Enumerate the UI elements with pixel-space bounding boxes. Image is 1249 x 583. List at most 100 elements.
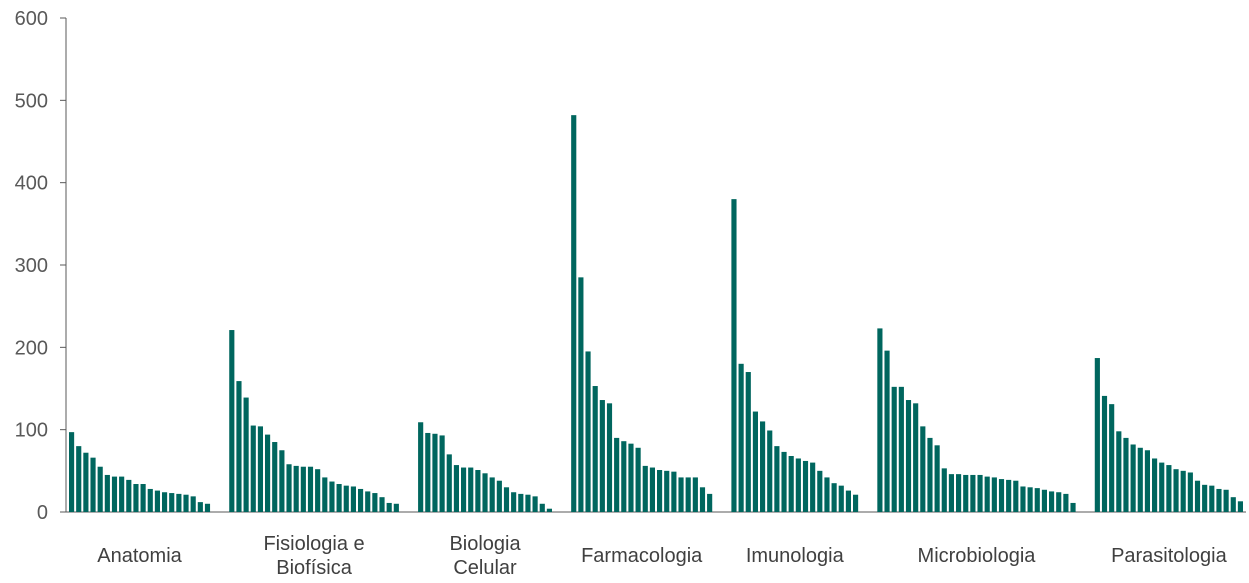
bar xyxy=(1063,493,1069,512)
bar xyxy=(546,508,552,512)
y-tick-label: 500 xyxy=(15,90,48,112)
bar xyxy=(190,496,196,512)
bar xyxy=(1006,479,1012,512)
category-label: Biologia Celular xyxy=(449,533,521,579)
bar xyxy=(300,466,306,512)
bar xyxy=(877,328,883,512)
bar xyxy=(518,493,524,512)
bar xyxy=(1166,465,1172,512)
bar xyxy=(169,493,175,512)
bar xyxy=(767,430,773,512)
bar xyxy=(614,437,620,512)
bar xyxy=(1070,502,1076,512)
bar xyxy=(379,497,385,512)
bar xyxy=(97,466,103,512)
bar xyxy=(265,434,271,512)
bar xyxy=(236,381,242,512)
y-tick-label: 300 xyxy=(15,255,48,277)
bar xyxy=(1020,486,1026,512)
bar xyxy=(802,460,809,512)
category-label: Fisiologia e Biofísica xyxy=(263,533,364,579)
bar xyxy=(853,494,859,512)
bar xyxy=(642,465,648,512)
bar xyxy=(991,477,997,512)
bar xyxy=(1173,469,1179,512)
bar xyxy=(336,484,342,512)
bar xyxy=(475,470,481,512)
bar xyxy=(884,350,890,512)
bar xyxy=(111,476,118,512)
bar xyxy=(532,496,538,512)
bar xyxy=(913,403,919,512)
bar xyxy=(83,452,89,512)
bar xyxy=(1049,491,1055,512)
bar xyxy=(133,484,139,512)
bar xyxy=(1209,485,1215,512)
bar xyxy=(393,503,399,512)
bar xyxy=(386,502,392,512)
bar xyxy=(752,411,758,512)
bar xyxy=(147,488,153,512)
y-tick-label: 100 xyxy=(15,420,48,442)
bar xyxy=(745,372,751,512)
bar xyxy=(1116,431,1122,512)
bar xyxy=(154,490,160,512)
bar xyxy=(1194,480,1201,512)
bar xyxy=(425,432,431,512)
bar xyxy=(1130,444,1136,512)
bar xyxy=(126,479,132,512)
bar xyxy=(621,441,627,512)
bar xyxy=(781,451,787,512)
bar xyxy=(578,277,584,512)
bar xyxy=(635,447,641,512)
bar xyxy=(1202,484,1208,512)
bar xyxy=(183,494,189,512)
bar xyxy=(599,400,605,512)
bar xyxy=(678,477,684,512)
bar xyxy=(365,491,371,512)
bar xyxy=(357,488,364,512)
category-label: Microbiologia xyxy=(918,545,1037,567)
bar xyxy=(592,386,598,512)
bar xyxy=(307,466,314,512)
bar xyxy=(920,426,926,512)
bar xyxy=(104,474,110,512)
bar xyxy=(649,467,655,512)
bar xyxy=(204,503,211,512)
bar xyxy=(1144,450,1150,512)
bar xyxy=(941,468,947,512)
bar xyxy=(503,487,510,512)
category-label: Anatomia xyxy=(97,545,182,567)
bar xyxy=(1101,395,1108,512)
bar xyxy=(685,477,691,512)
bar xyxy=(963,474,969,512)
bar xyxy=(585,351,591,512)
bar xyxy=(998,479,1005,512)
y-axis: 0 100 200 300 400 500 600 xyxy=(15,8,67,524)
bar xyxy=(257,426,263,512)
bar xyxy=(838,485,844,512)
category-labels: Anatomia Fisiologia e Biofísica Biologia Cel… xyxy=(97,533,1227,579)
bar xyxy=(707,493,713,512)
bar xyxy=(372,493,378,512)
bar xyxy=(439,435,445,512)
bar xyxy=(664,470,670,512)
bar xyxy=(948,474,954,512)
bars xyxy=(69,115,1243,513)
bar xyxy=(905,400,912,512)
bar xyxy=(760,421,766,512)
bar xyxy=(525,494,531,512)
bar xyxy=(977,474,983,512)
y-tick-label: 0 xyxy=(37,502,48,524)
bar xyxy=(322,477,328,512)
bar xyxy=(1230,497,1236,512)
bar xyxy=(845,490,851,512)
bar xyxy=(446,454,452,512)
bar xyxy=(984,476,990,512)
bar xyxy=(432,433,438,512)
bar xyxy=(1034,488,1040,512)
bar xyxy=(1056,492,1062,512)
bar xyxy=(90,457,96,512)
bar xyxy=(934,445,940,512)
